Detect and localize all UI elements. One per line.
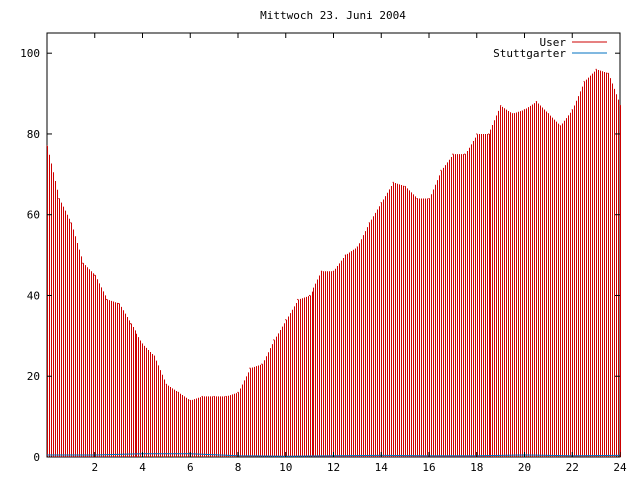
x-tick-label-10: 22 bbox=[566, 461, 579, 474]
point-user-21 bbox=[297, 298, 299, 301]
point-user-2 bbox=[70, 222, 72, 224]
point-user-6 bbox=[118, 302, 120, 305]
point-user-48 bbox=[619, 105, 621, 107]
point-user-38 bbox=[500, 105, 502, 107]
chart-title: Mittwoch 23. Juni 2004 bbox=[260, 9, 406, 22]
x-tick-label-9: 20 bbox=[518, 461, 531, 474]
point-user-1 bbox=[58, 197, 60, 200]
point-user-31 bbox=[416, 197, 418, 200]
point-user-42 bbox=[547, 113, 549, 115]
point-user-29 bbox=[392, 181, 394, 184]
x-tick-label-8: 18 bbox=[470, 461, 483, 474]
point-user-35 bbox=[464, 153, 466, 155]
point-user-28 bbox=[380, 202, 382, 204]
x-tick-label-4: 10 bbox=[279, 461, 292, 474]
point-user-3 bbox=[82, 262, 84, 264]
x-tick-label-5: 12 bbox=[327, 461, 340, 474]
x-tick-label-11: 24 bbox=[613, 461, 627, 474]
point-user-25 bbox=[344, 254, 347, 256]
chart-marks bbox=[46, 68, 621, 457]
point-user-45 bbox=[583, 80, 585, 83]
point-user-39 bbox=[511, 113, 514, 115]
point-user-24 bbox=[332, 270, 335, 272]
point-user-40 bbox=[523, 109, 526, 111]
point-user-17 bbox=[249, 367, 251, 369]
point-user-43 bbox=[559, 125, 561, 127]
point-user-12 bbox=[189, 399, 191, 402]
point-user-13 bbox=[201, 395, 203, 398]
x-tick-label-3: 8 bbox=[235, 461, 242, 474]
x-tick-label-2: 6 bbox=[187, 461, 194, 474]
x-tick-label-7: 16 bbox=[422, 461, 435, 474]
point-user-36 bbox=[476, 133, 478, 135]
point-user-27 bbox=[368, 222, 370, 224]
y-tick-label-4: 80 bbox=[27, 128, 40, 141]
x-tick-label-6: 14 bbox=[375, 461, 389, 474]
point-user-19 bbox=[273, 339, 275, 341]
point-user-41 bbox=[535, 101, 538, 103]
point-user-8 bbox=[141, 343, 144, 345]
point-user-16 bbox=[237, 391, 239, 393]
point-user-34 bbox=[452, 153, 454, 155]
point-user-7 bbox=[129, 323, 132, 325]
point-user-15 bbox=[225, 395, 227, 398]
point-user-5 bbox=[106, 298, 108, 301]
point-user-4 bbox=[94, 274, 96, 276]
point-user-26 bbox=[356, 246, 358, 248]
point-user-9 bbox=[153, 355, 156, 357]
legend: User Stuttgarter bbox=[493, 36, 607, 60]
point-user-11 bbox=[177, 391, 179, 393]
point-user-22 bbox=[309, 294, 311, 297]
point-user-0 bbox=[46, 145, 48, 147]
legend-label-user: User bbox=[540, 36, 567, 49]
point-user-46 bbox=[595, 68, 597, 70]
y-tick-label-0: 0 bbox=[33, 451, 40, 464]
y-tick-label-2: 40 bbox=[27, 289, 40, 302]
point-user-30 bbox=[404, 185, 406, 188]
point-user-37 bbox=[488, 133, 490, 135]
point-user-44 bbox=[571, 109, 573, 111]
point-user-33 bbox=[440, 169, 442, 171]
point-user-10 bbox=[165, 383, 167, 385]
point-user-47 bbox=[607, 72, 609, 74]
y-tick-label-1: 20 bbox=[27, 370, 40, 383]
legend-label-stuttgarter: Stuttgarter bbox=[493, 47, 566, 60]
point-user-20 bbox=[285, 319, 287, 321]
y-tick-label-5: 100 bbox=[20, 47, 40, 60]
x-tick-label-1: 4 bbox=[139, 461, 146, 474]
y-tick-label-3: 60 bbox=[27, 209, 40, 222]
point-user-14 bbox=[213, 395, 215, 398]
point-user-32 bbox=[428, 197, 430, 200]
point-user-23 bbox=[320, 270, 323, 272]
point-user-18 bbox=[261, 363, 263, 365]
x-tick-label-0: 2 bbox=[91, 461, 98, 474]
